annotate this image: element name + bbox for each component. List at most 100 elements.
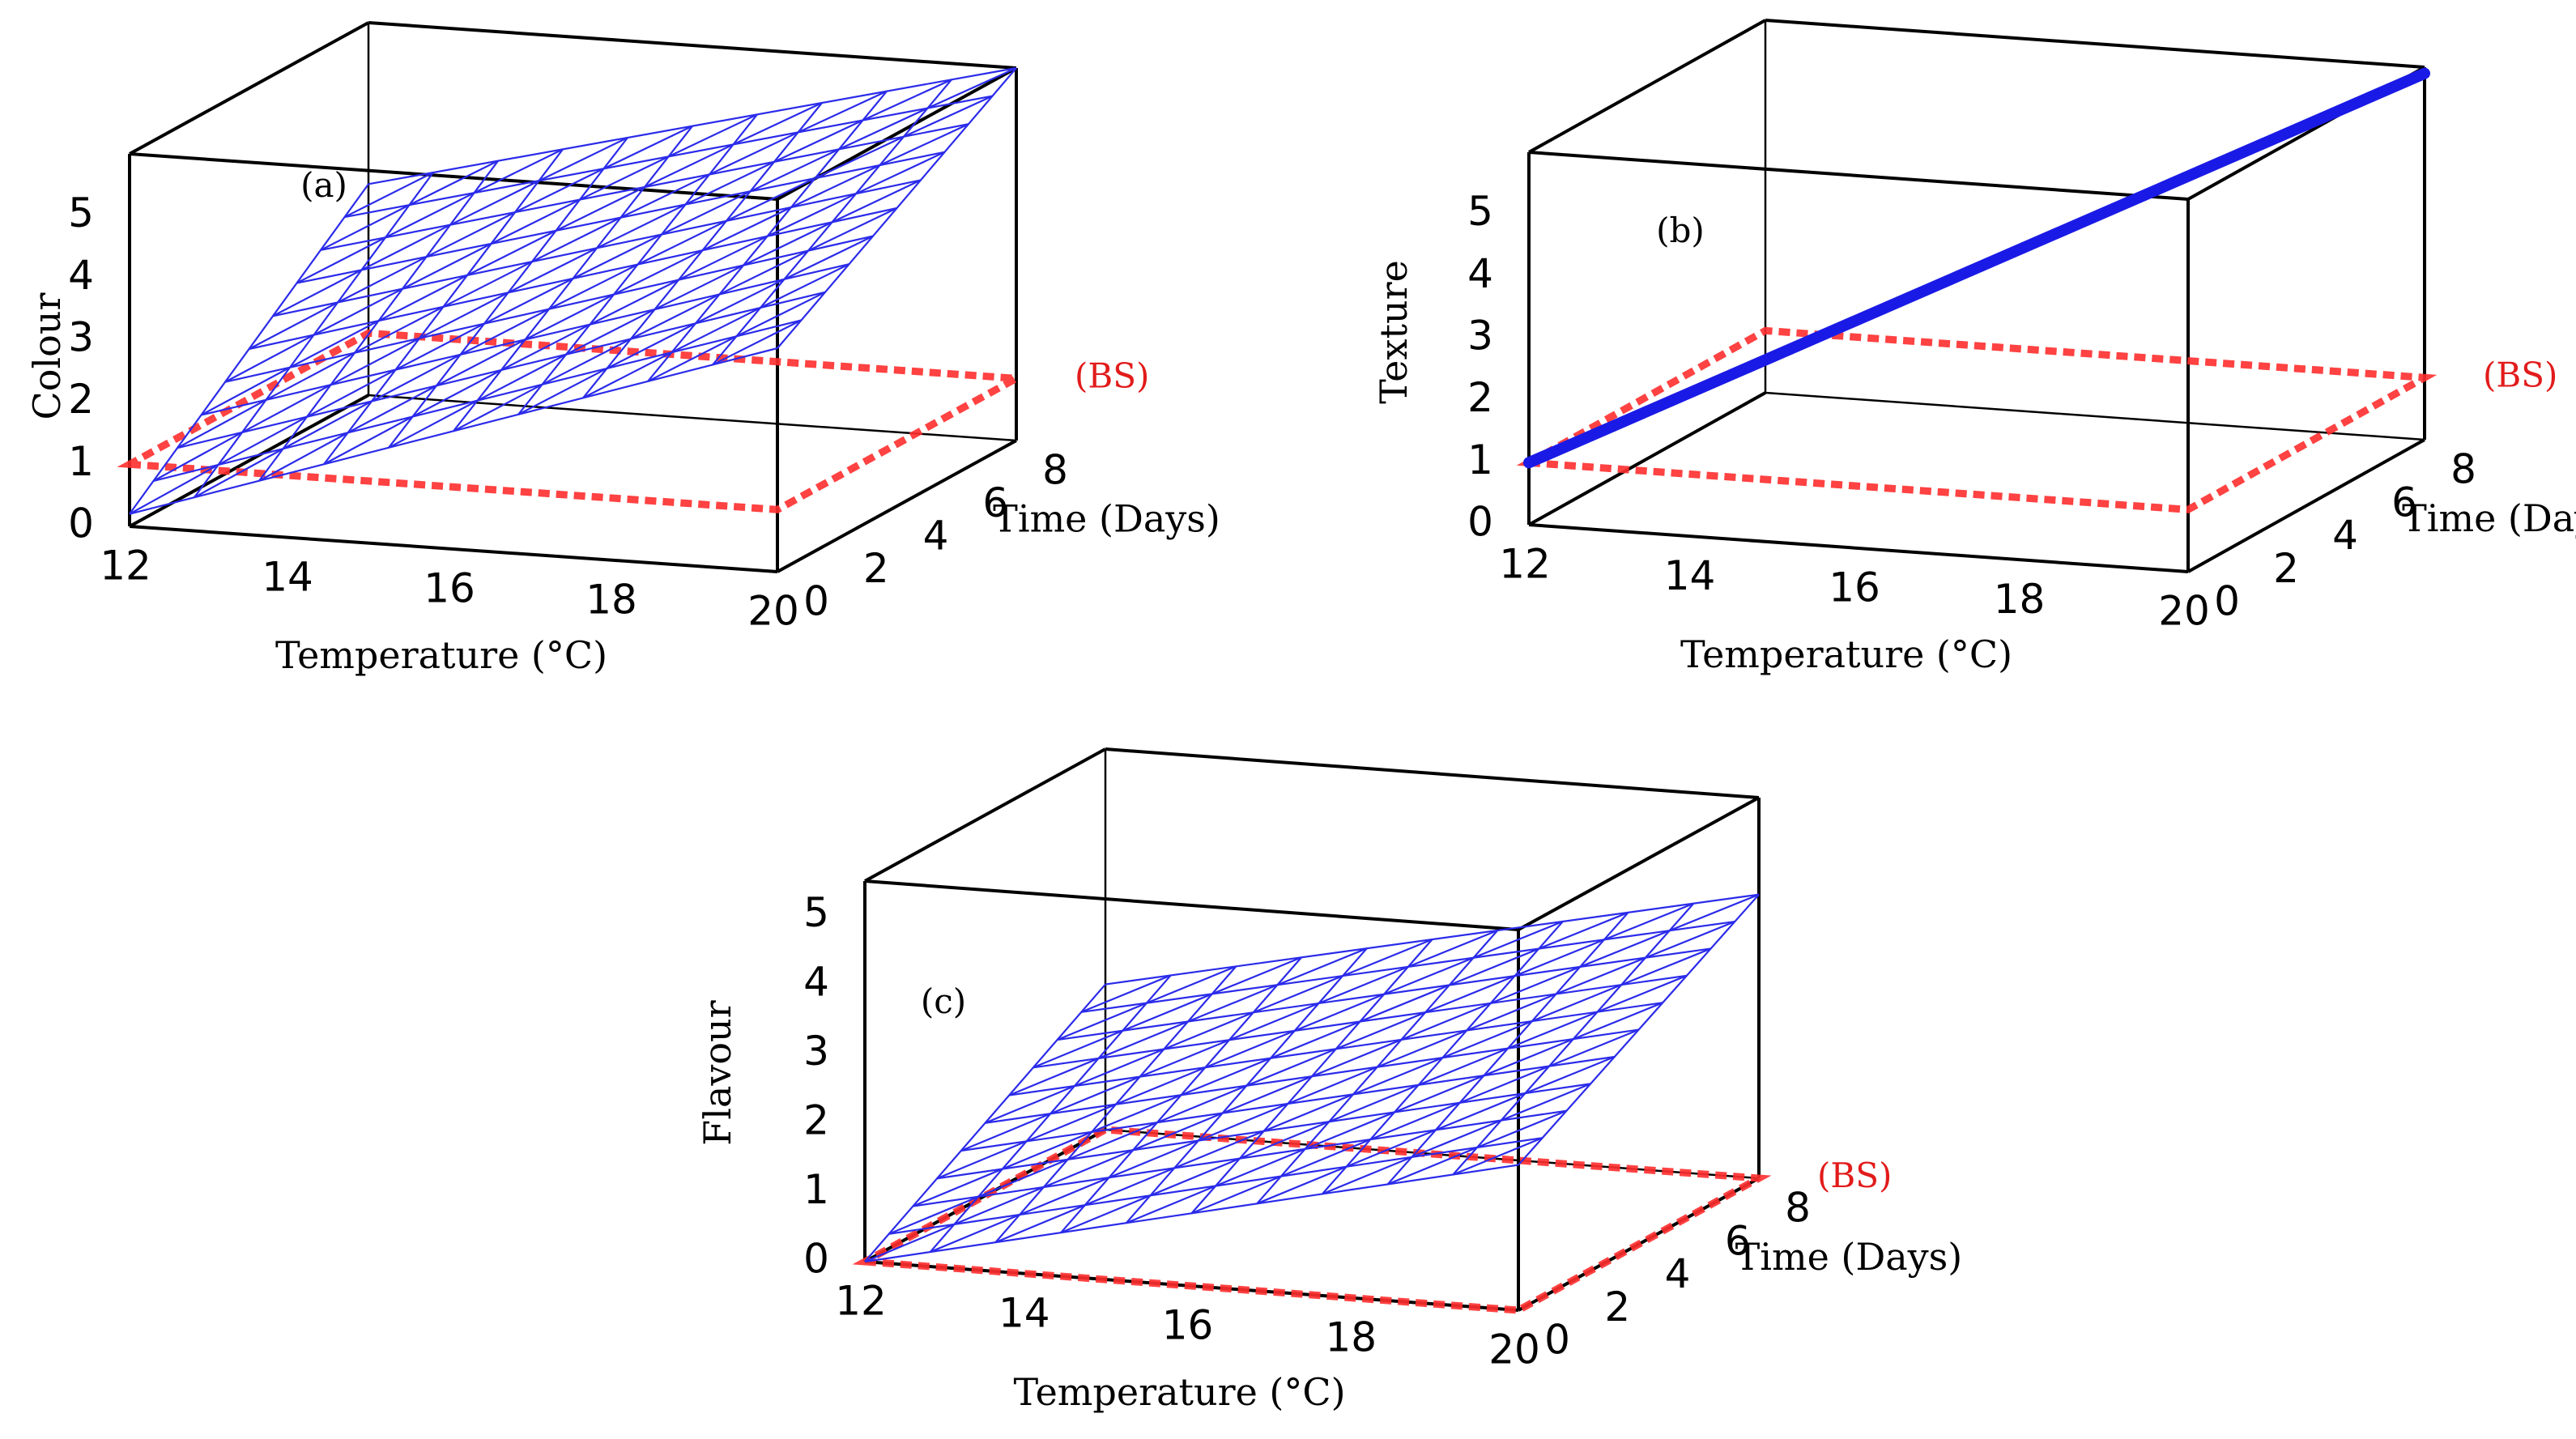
- surface-gridline: [1322, 1156, 1412, 1195]
- surface-gridline: [750, 148, 840, 193]
- surface-gridline: [1043, 1149, 1134, 1188]
- surface-gridline: [1597, 974, 1688, 1013]
- y-tick-label: 2: [863, 545, 889, 592]
- bs-label: (BS): [2483, 355, 2557, 394]
- y-tick-label: 6: [982, 479, 1008, 526]
- surface-gridline: [644, 143, 734, 188]
- surface-gridline: [449, 180, 539, 226]
- surface-gridline: [306, 368, 397, 418]
- x-tick-label: 14: [1664, 552, 1716, 599]
- surface-gridline: [798, 90, 888, 134]
- surface-gridline: [1377, 1029, 1467, 1068]
- z-tick-label: 1: [68, 438, 94, 485]
- x-axis-label: Temperature (°C): [1013, 1370, 1345, 1414]
- surface-gridline: [1538, 911, 1629, 950]
- surface-gridline: [541, 338, 632, 385]
- surface-gridline: [1146, 965, 1237, 1004]
- panel-label: (c): [921, 981, 966, 1021]
- surface-gridline: [1548, 1028, 1639, 1067]
- bs-label: (BS): [1817, 1156, 1892, 1195]
- surface-gridline: [272, 269, 363, 317]
- surface-gridline: [807, 207, 897, 252]
- surface-gridline: [320, 204, 410, 251]
- surface-gridline: [330, 337, 420, 386]
- surface-gridline: [1645, 921, 1735, 959]
- surface-gridline: [1394, 1075, 1484, 1113]
- surface-gridline: [1187, 984, 1278, 1023]
- surface-gridline: [888, 1195, 979, 1235]
- surface-gridline: [1387, 1146, 1478, 1186]
- surface-gridline: [864, 1223, 955, 1263]
- surface-gridline: [1253, 975, 1343, 1014]
- surface-gridline: [903, 95, 993, 138]
- surface-gridline: [1150, 1157, 1241, 1197]
- surface-gridline: [476, 353, 567, 402]
- surface-gridline: [388, 399, 479, 449]
- surface-gridline: [1280, 1139, 1371, 1177]
- surface-gridline: [1163, 1011, 1254, 1050]
- bs-plane: [852, 1126, 1772, 1314]
- surface-gridline: [773, 119, 863, 163]
- surface-gridline: [620, 173, 710, 219]
- box-edge: [1105, 747, 1760, 799]
- surface-gridline: [1466, 993, 1556, 1032]
- z-axis-label: Texture: [1372, 260, 1416, 404]
- surface-gridline: [668, 113, 758, 158]
- surface-gridline: [1026, 1103, 1117, 1143]
- surface-gridline: [1514, 939, 1605, 977]
- surface-gridline: [194, 448, 284, 499]
- y-tick-label: 6: [2391, 479, 2417, 526]
- x-axis-label: Temperature (°C): [275, 633, 607, 677]
- x-tick-label: 14: [998, 1290, 1050, 1337]
- response-surface: [864, 893, 1760, 1263]
- x-tick-label: 12: [100, 543, 151, 590]
- z-tick-label: 4: [803, 959, 829, 1006]
- surface-gridline: [1105, 893, 1760, 986]
- surface-gridline: [565, 309, 655, 355]
- surface-gridline: [573, 233, 662, 279]
- surface-gridline: [1074, 1048, 1165, 1088]
- surface-gridline: [1191, 1175, 1282, 1215]
- box-edge: [1528, 523, 2189, 573]
- y-tick-label: 8: [1785, 1185, 1811, 1232]
- surface-gridline: [1556, 956, 1646, 995]
- box-edge: [2187, 438, 2425, 573]
- surface-gridline: [1452, 1137, 1543, 1176]
- surface-gridline: [1181, 1057, 1271, 1096]
- surface-gridline: [419, 292, 509, 339]
- surface-gridline: [337, 256, 428, 304]
- surface-gridline: [1270, 1020, 1360, 1059]
- surface-gridline: [426, 211, 516, 258]
- surface-gridline: [630, 293, 720, 340]
- surface-gridline: [1328, 1084, 1420, 1123]
- surface-gridline: [637, 219, 727, 266]
- box-edge: [1518, 796, 1760, 931]
- surface-gridline: [1091, 1094, 1182, 1133]
- surface-gridline: [129, 347, 778, 515]
- z-tick-label: 2: [1467, 374, 1493, 421]
- y-axis-label: Time (Days): [1735, 1235, 1963, 1279]
- box-edge: [129, 525, 778, 573]
- surface-gridline: [1524, 1055, 1616, 1095]
- z-tick-label: 3: [1467, 313, 1493, 360]
- surface-gridline: [1173, 1130, 1265, 1169]
- box-edge: [864, 747, 1106, 883]
- surface-gridline: [1132, 1112, 1224, 1152]
- surface-gridline: [1411, 1119, 1502, 1158]
- surface-gridline: [453, 383, 543, 432]
- surface-gridline: [685, 160, 775, 206]
- response-line: [1523, 67, 2430, 469]
- x-tick-label: 18: [1325, 1314, 1377, 1361]
- surface-gridline: [323, 415, 414, 466]
- surface-gridline: [736, 291, 826, 338]
- surface-gridline: [1098, 1020, 1189, 1059]
- surface-gridline: [832, 179, 922, 224]
- surface-gridline: [613, 249, 703, 296]
- surface-gridline: [953, 1186, 1045, 1225]
- z-tick-label: 0: [68, 500, 94, 547]
- surface-gridline: [579, 155, 669, 201]
- surface-gridline: [1211, 956, 1302, 995]
- surface-gridline: [862, 79, 952, 121]
